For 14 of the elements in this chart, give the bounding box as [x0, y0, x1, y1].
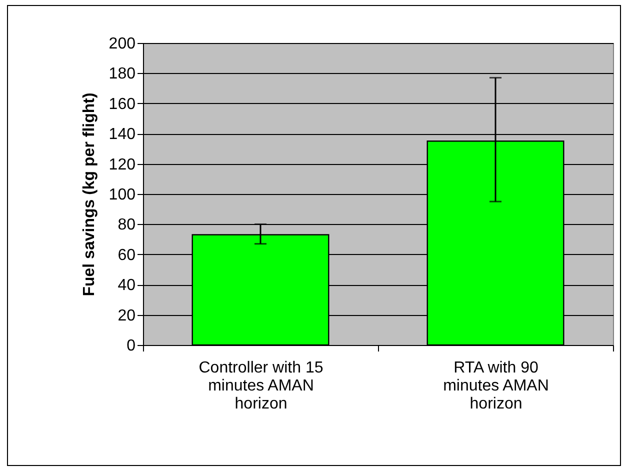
- y-tick-label: 0: [126, 338, 136, 354]
- y-tick-label: 60: [118, 246, 136, 264]
- x-tick-label: RTA with 90 minutes AMAN horizon: [443, 360, 549, 412]
- y-tick-label: 160: [108, 96, 136, 113]
- y-tick-label: 120: [108, 156, 136, 174]
- y-tick-label: 80: [118, 216, 136, 234]
- y-tick-label: 180: [108, 66, 136, 83]
- y-tick-label: 200: [108, 36, 136, 52]
- y-tick-label: 140: [108, 126, 136, 144]
- y-tick-label: 100: [108, 186, 136, 204]
- y-axis-title: Fuel savings (kg per flight): [80, 92, 98, 296]
- x-tick-label: Controller with 15 minutes AMAN horizon: [198, 360, 324, 412]
- y-tick-label: 40: [118, 277, 136, 294]
- y-tick-label: 20: [118, 307, 136, 324]
